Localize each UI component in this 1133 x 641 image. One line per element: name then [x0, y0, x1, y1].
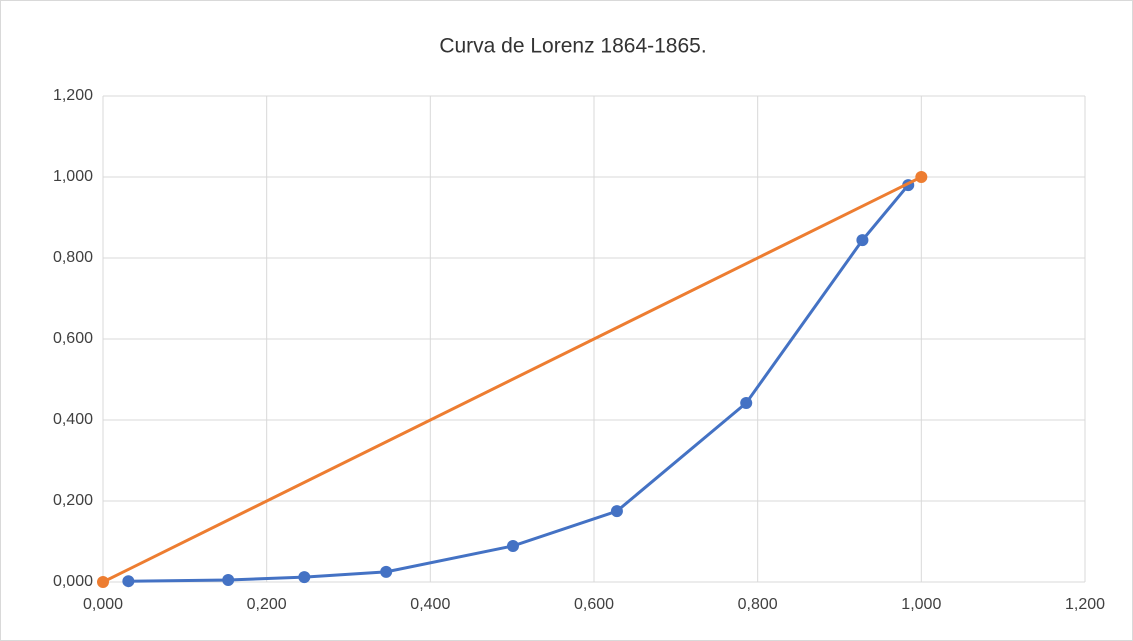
- data-point: [97, 576, 109, 588]
- y-tick-label: 0,200: [53, 492, 93, 509]
- data-point: [122, 575, 135, 588]
- data-point: [506, 539, 519, 552]
- chart-title: Curva de Lorenz 1864-1865.: [439, 35, 706, 58]
- data-point: [380, 565, 393, 578]
- y-tick-label: 1,200: [53, 87, 93, 104]
- data-point: [856, 234, 869, 247]
- x-tick-label: 0,600: [574, 596, 614, 613]
- x-tick-label: 0,000: [83, 596, 123, 613]
- data-point: [222, 573, 235, 586]
- x-tick-label: 0,800: [738, 596, 778, 613]
- x-tick-label: 0,400: [410, 596, 450, 613]
- x-tick-label: 1,000: [901, 596, 941, 613]
- y-tick-label: 1,000: [53, 168, 93, 185]
- y-tick-label: 0,400: [53, 411, 93, 428]
- x-tick-label: 1,200: [1065, 596, 1105, 613]
- y-tick-label: 0,800: [53, 249, 93, 266]
- data-point: [610, 505, 623, 518]
- data-point: [915, 171, 928, 183]
- y-tick-label: 0,000: [53, 573, 93, 590]
- series-line: [102, 175, 922, 584]
- data-point: [298, 571, 311, 584]
- data-point: [740, 396, 753, 409]
- x-tick-label: 0,200: [247, 596, 287, 613]
- y-tick-label: 0,600: [53, 330, 93, 347]
